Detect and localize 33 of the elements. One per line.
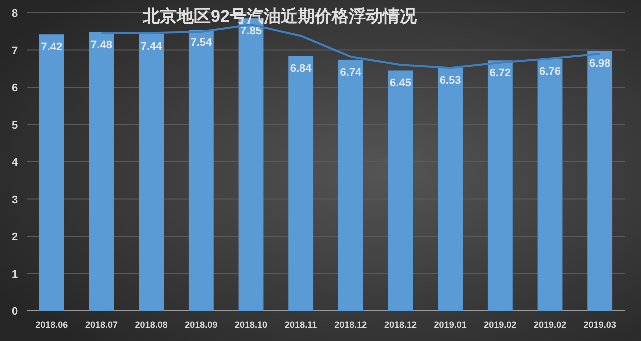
x-tick-label: 2018.12 bbox=[334, 320, 368, 330]
data-label: 6.84 bbox=[290, 63, 313, 76]
data-label: 7.48 bbox=[91, 39, 112, 52]
x-tick-label: 2019.02 bbox=[484, 320, 517, 330]
y-tick-label: 1 bbox=[12, 268, 18, 281]
x-tick-label: 2018.06 bbox=[36, 320, 68, 330]
data-label: 6.72 bbox=[490, 68, 512, 80]
data-label: 6.76 bbox=[540, 66, 561, 78]
y-tick-label: 4 bbox=[12, 157, 19, 169]
data-label: 7.85 bbox=[240, 26, 262, 38]
y-tick-label: 5 bbox=[12, 120, 18, 132]
x-tick-label: 2019.01 bbox=[434, 320, 467, 330]
y-tick-label: 6 bbox=[12, 82, 18, 94]
data-label: 7.44 bbox=[140, 40, 164, 53]
y-tick-label: 2 bbox=[12, 232, 18, 244]
data-label: 6.98 bbox=[589, 58, 611, 70]
x-tick-label: 2018.07 bbox=[85, 320, 118, 330]
data-label: 6.45 bbox=[390, 78, 412, 90]
data-label: 7.54 bbox=[190, 37, 213, 50]
x-tick-label: 2019.03 bbox=[584, 320, 616, 330]
y-tick-label: 8 bbox=[12, 8, 18, 20]
data-label: 7.42 bbox=[41, 42, 63, 54]
data-label: 6.53 bbox=[440, 74, 462, 87]
x-tick-label: 2018.11 bbox=[285, 320, 318, 330]
x-tick-label: 2018.09 bbox=[185, 320, 218, 330]
x-tick-label: 2018.08 bbox=[135, 320, 168, 330]
x-tick-label: 2018.12 bbox=[384, 320, 418, 330]
y-tick-label: 0 bbox=[12, 306, 18, 318]
x-tick-label: 2019.02 bbox=[534, 320, 567, 330]
y-tick-label: 3 bbox=[12, 194, 18, 206]
data-label: 6.74 bbox=[340, 66, 362, 79]
x-tick-label: 2018.10 bbox=[234, 320, 268, 330]
y-tick-label: 7 bbox=[12, 45, 18, 58]
